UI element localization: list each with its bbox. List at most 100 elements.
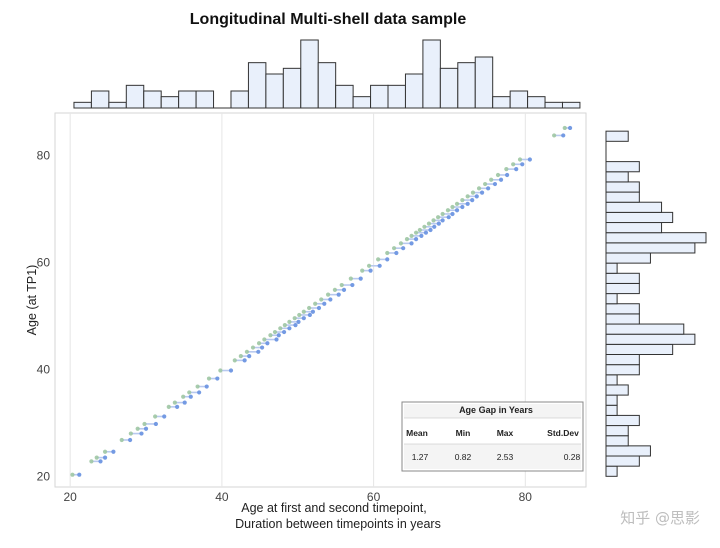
point-tp1 xyxy=(287,319,292,325)
point-tp2 xyxy=(377,263,382,268)
point-tp1 xyxy=(206,376,212,381)
table-value-min: 0.82 xyxy=(455,452,472,462)
point-tp1 xyxy=(417,227,422,233)
top-histogram-bar xyxy=(230,90,249,109)
top-histogram-bar xyxy=(422,39,441,109)
point-tp2 xyxy=(247,354,252,359)
point-tp1 xyxy=(483,181,488,187)
right-histogram-bar xyxy=(605,465,618,477)
point-tp1 xyxy=(476,186,482,191)
point-tp1 xyxy=(232,358,237,363)
point-tp2 xyxy=(479,190,485,195)
top-histogram-bar xyxy=(509,90,529,109)
right-histogram-bar xyxy=(605,435,629,447)
point-tp1 xyxy=(552,133,557,138)
top-histogram-bar xyxy=(544,101,563,109)
right-histogram xyxy=(605,130,707,477)
right-histogram-bar xyxy=(605,272,640,284)
x-tick-label: 20 xyxy=(63,490,77,504)
point-tp1 xyxy=(195,384,200,389)
point-tp2 xyxy=(276,333,281,338)
point-tp1 xyxy=(495,172,501,178)
point-tp2 xyxy=(204,384,209,389)
top-histogram-bar xyxy=(108,101,127,109)
point-tp1 xyxy=(102,449,108,454)
point-tp2 xyxy=(265,341,270,346)
right-histogram-bar xyxy=(605,323,685,335)
point-tp2 xyxy=(474,194,479,199)
point-tp2 xyxy=(127,437,133,443)
top-histogram-bar xyxy=(125,84,145,109)
top-histogram-bar xyxy=(73,101,92,109)
point-tp2 xyxy=(446,215,451,220)
point-tp1 xyxy=(504,167,509,172)
x-tick-label: 80 xyxy=(519,490,533,504)
point-tp2 xyxy=(287,326,292,331)
top-histogram-bar xyxy=(474,56,494,109)
right-histogram-bar xyxy=(605,161,640,173)
point-tp2 xyxy=(307,312,312,318)
point-tp2 xyxy=(432,224,437,229)
point-tp2 xyxy=(368,268,373,273)
point-tp2 xyxy=(401,246,406,251)
point-tp2 xyxy=(175,404,180,409)
x-tick-label: 60 xyxy=(367,490,381,504)
point-tp2 xyxy=(296,319,301,325)
point-tp1 xyxy=(244,349,250,354)
right-histogram-bar xyxy=(605,222,663,234)
point-tp2 xyxy=(316,305,322,311)
top-histogram-bar xyxy=(492,96,511,109)
point-tp2 xyxy=(341,287,347,292)
point-tp2 xyxy=(322,301,327,306)
point-tp2 xyxy=(527,157,532,162)
point-tp2 xyxy=(486,186,491,191)
point-tp1 xyxy=(332,287,338,292)
right-histogram-bar xyxy=(605,201,663,213)
point-tp1 xyxy=(272,329,278,335)
point-tp2 xyxy=(274,337,279,342)
point-tp1 xyxy=(360,268,365,273)
top-histogram-bar xyxy=(439,67,459,109)
right-histogram-bar xyxy=(605,343,674,355)
point-tp1 xyxy=(511,162,516,167)
point-tp1 xyxy=(172,400,177,405)
point-tp2 xyxy=(419,233,424,238)
point-tp1 xyxy=(181,394,186,399)
point-tp1 xyxy=(128,431,133,436)
point-tp1 xyxy=(278,326,283,331)
right-histogram-bar xyxy=(605,242,696,254)
point-tp1 xyxy=(339,282,344,288)
right-histogram-bar xyxy=(605,252,651,264)
x-tick-labels: 20 40 60 80 xyxy=(63,490,532,504)
point-tp2 xyxy=(139,431,144,436)
top-histogram xyxy=(73,39,581,109)
right-histogram-bar xyxy=(605,313,640,325)
point-tp2 xyxy=(350,282,355,288)
y-axis-label: Age (at TP1) xyxy=(25,265,39,336)
right-histogram-bar xyxy=(605,425,629,437)
top-histogram-bar xyxy=(247,62,267,109)
point-tp1 xyxy=(517,157,523,162)
top-histogram-bar xyxy=(404,73,424,109)
right-histogram-bar xyxy=(605,445,651,457)
point-tp1 xyxy=(282,323,287,328)
point-tp2 xyxy=(440,218,445,223)
table-header-mean: Mean xyxy=(406,428,428,438)
point-tp1 xyxy=(398,241,404,246)
point-tp1 xyxy=(391,246,397,251)
point-tp1 xyxy=(70,472,75,477)
point-tp2 xyxy=(143,426,149,431)
point-tp2 xyxy=(460,204,465,210)
right-histogram-bar xyxy=(605,303,640,315)
right-histogram-bar xyxy=(605,353,640,366)
point-tp1 xyxy=(385,250,390,256)
point-tp1 xyxy=(166,404,171,409)
x-tick-label: 40 xyxy=(215,490,229,504)
top-histogram-bar xyxy=(160,96,180,109)
y-tick-label: 40 xyxy=(37,362,51,376)
right-histogram-bar xyxy=(605,232,707,244)
y-tick-label: 80 xyxy=(37,149,51,163)
point-tp1 xyxy=(562,125,567,131)
top-histogram-bar xyxy=(352,96,372,109)
point-tp1 xyxy=(292,316,297,321)
